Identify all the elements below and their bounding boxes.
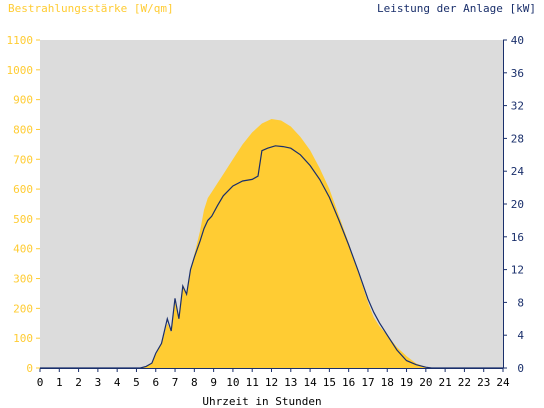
x-tick-label: 0: [37, 376, 44, 389]
x-tick-label: 4: [114, 376, 121, 389]
left-tick-label: 300: [13, 273, 33, 286]
left-tick-label: 900: [13, 94, 33, 107]
right-tick-label: 32: [511, 100, 524, 113]
left-tick-label: 600: [13, 183, 33, 196]
left-tick-label: 500: [13, 213, 33, 226]
series-layer: [40, 119, 503, 369]
right-tick-label: 0: [517, 362, 524, 375]
x-tick-label: 17: [361, 376, 374, 389]
x-tick-label: 13: [284, 376, 297, 389]
right-tick-label: 28: [511, 132, 524, 145]
x-tick-label: 19: [400, 376, 413, 389]
left-tick-label: 700: [13, 153, 33, 166]
left-tick-label: 1000: [7, 64, 34, 77]
x-tick-label: 8: [191, 376, 198, 389]
right-tick-label: 36: [511, 67, 524, 80]
x-tick-label: 11: [246, 376, 259, 389]
left-tick-label: 0: [26, 362, 33, 375]
right-tick-label: 24: [511, 165, 525, 178]
right-tick-label: 20: [511, 198, 524, 211]
x-tick-label: 20: [419, 376, 432, 389]
x-tick-label: 7: [172, 376, 179, 389]
x-axis-label: Uhrzeit in Stunden: [202, 395, 321, 408]
x-tick-label: 9: [210, 376, 217, 389]
right-tick-label: 16: [511, 231, 524, 244]
right-tick-label: 40: [511, 34, 524, 47]
x-tick-label: 6: [152, 376, 159, 389]
left-tick-label: 400: [13, 243, 33, 256]
x-tick-label: 24: [496, 376, 510, 389]
left-tick-label: 200: [13, 302, 33, 315]
x-tick-label: 10: [226, 376, 239, 389]
x-tick-label: 22: [458, 376, 471, 389]
irradiance-area: [40, 119, 503, 368]
x-tick-label: 14: [303, 376, 317, 389]
power-line: [40, 145, 503, 369]
x-tick-label: 16: [342, 376, 355, 389]
x-tick-label: 12: [265, 376, 278, 389]
right-tick-label: 8: [517, 296, 524, 309]
left-tick-label: 1100: [7, 34, 34, 47]
left-tick-label: 800: [13, 123, 33, 136]
right-tick-label: 12: [511, 264, 524, 277]
left-tick-label: 100: [13, 332, 33, 345]
x-tick-label: 2: [75, 376, 82, 389]
x-tick-label: 5: [133, 376, 140, 389]
right-axis-title: Leistung der Anlage [kW]: [377, 2, 536, 15]
axes-layer: 0 1 2 3 4 5 6 7 8 9 10 11 12 13 14 15 16 17 18 19 20 21 22 23 24…: [7, 34, 525, 389]
left-axis-title: Bestrahlungsstärke [W/qm]: [8, 2, 174, 15]
x-tick-label: 3: [95, 376, 102, 389]
x-tick-label: 18: [381, 376, 394, 389]
x-tick-label: 15: [323, 376, 336, 389]
x-tick-label: 1: [56, 376, 63, 389]
right-tick-label: 4: [517, 329, 524, 342]
x-tick-label: 23: [477, 376, 490, 389]
x-tick-label: 21: [439, 376, 452, 389]
